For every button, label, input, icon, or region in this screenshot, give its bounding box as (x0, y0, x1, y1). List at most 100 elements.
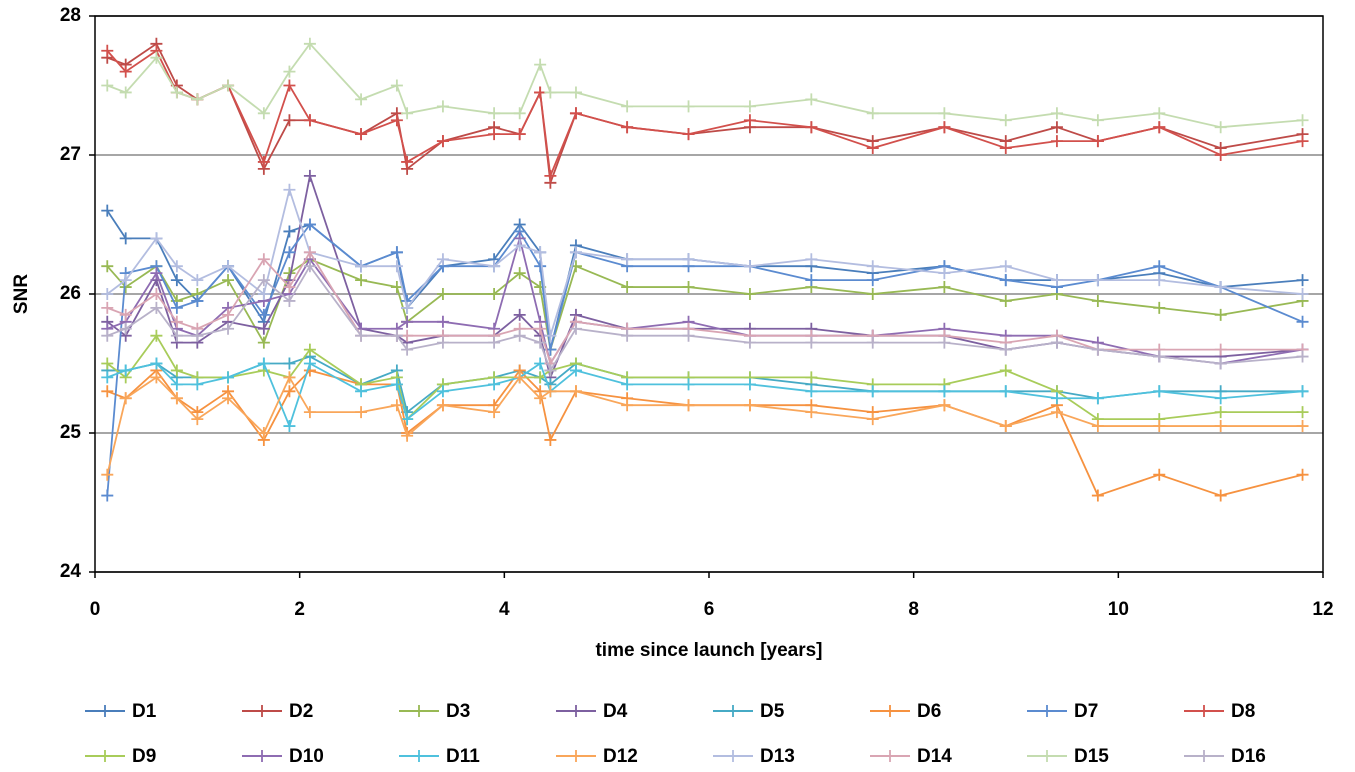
marker (621, 329, 634, 342)
marker (1214, 281, 1227, 294)
marker (569, 385, 582, 398)
series-line (106, 250, 1303, 366)
marker (999, 114, 1012, 127)
marker (191, 413, 204, 426)
marker (805, 121, 818, 134)
marker (101, 468, 114, 481)
marker (534, 246, 547, 259)
marker (257, 107, 270, 120)
marker (101, 329, 114, 342)
marker (1153, 301, 1166, 314)
marker (743, 288, 756, 300)
marker (1296, 350, 1309, 363)
marker (938, 121, 951, 134)
marker (1050, 135, 1063, 148)
marker (1214, 392, 1227, 405)
legend-label: D8 (1231, 701, 1255, 722)
legend-label: D3 (446, 701, 470, 722)
marker (222, 79, 235, 92)
marker (938, 336, 951, 349)
marker (866, 274, 879, 287)
marker (682, 253, 695, 266)
legend-marker (256, 705, 268, 717)
marker (1091, 420, 1104, 433)
marker (436, 135, 449, 148)
marker (101, 385, 114, 398)
marker (938, 399, 951, 412)
legend-marker (256, 750, 268, 762)
marker (1214, 420, 1227, 433)
marker (283, 281, 296, 294)
marker (303, 114, 316, 127)
marker (390, 378, 403, 391)
marker (488, 128, 501, 141)
legend-marker (727, 750, 739, 762)
marker (866, 336, 879, 349)
marker (682, 281, 695, 294)
x-tick-label: 10 (1108, 599, 1129, 620)
marker (621, 399, 634, 412)
marker (222, 392, 235, 405)
marker (534, 58, 547, 71)
marker (401, 343, 414, 356)
marker (866, 142, 879, 155)
legend-marker (884, 705, 896, 717)
marker (390, 281, 403, 294)
marker (355, 260, 368, 273)
marker (150, 51, 163, 64)
marker (1214, 121, 1227, 134)
marker (1296, 274, 1309, 287)
marker (1091, 274, 1104, 287)
marker (303, 406, 316, 419)
marker (191, 274, 204, 287)
marker (222, 371, 235, 384)
marker (866, 288, 879, 300)
marker (303, 343, 316, 356)
marker (401, 413, 414, 426)
marker (283, 420, 296, 433)
marker (101, 288, 114, 300)
y-tick-label: 24 (60, 561, 82, 582)
marker (390, 246, 403, 259)
marker (150, 357, 163, 370)
series-line (106, 223, 1303, 496)
marker (150, 329, 163, 342)
marker (401, 155, 414, 168)
marker (682, 128, 695, 141)
marker (534, 392, 547, 405)
marker (436, 100, 449, 113)
marker (743, 100, 756, 113)
series-line (106, 234, 1303, 366)
marker (682, 100, 695, 113)
marker (1214, 343, 1227, 356)
marker (866, 413, 879, 426)
marker (257, 322, 270, 335)
marker (544, 433, 557, 446)
marker (866, 107, 879, 120)
legend-label: D6 (917, 701, 941, 722)
series-line (106, 375, 1303, 475)
marker (569, 86, 582, 99)
marker (170, 329, 183, 342)
legend-label: D7 (1074, 701, 1098, 722)
marker (1214, 149, 1227, 161)
marker (401, 329, 414, 342)
legend-label: D1 (132, 701, 157, 722)
marker (283, 225, 296, 238)
marker (1296, 114, 1309, 127)
marker (303, 357, 316, 370)
marker (569, 322, 582, 335)
marker (805, 274, 818, 287)
marker (743, 378, 756, 391)
marker (283, 294, 296, 307)
marker (257, 427, 270, 439)
marker (150, 288, 163, 300)
marker (1050, 392, 1063, 405)
marker (355, 385, 368, 398)
marker (355, 128, 368, 141)
marker (150, 267, 163, 280)
marker (170, 392, 183, 405)
marker (303, 169, 316, 182)
marker (513, 329, 526, 342)
